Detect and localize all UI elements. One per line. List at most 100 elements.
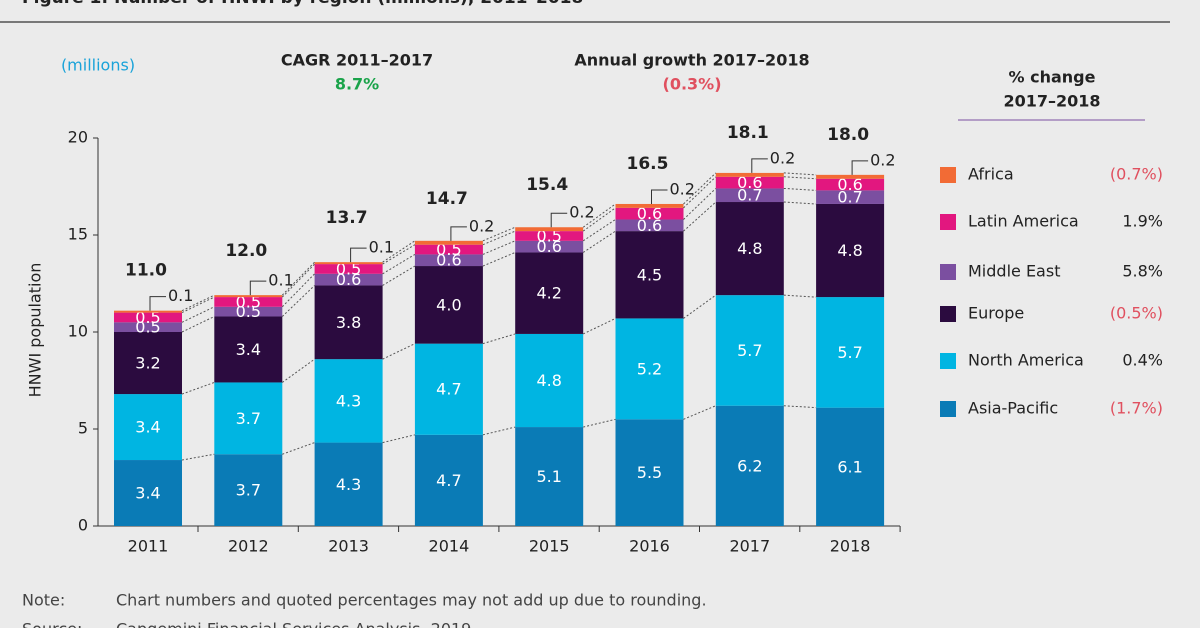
bar-segment [615,219,684,232]
data-label: 5.1 [536,467,561,486]
annotation-value: 8.7% [335,75,379,94]
data-label: 3.7 [236,409,261,428]
source-label: Source: [22,620,82,628]
total-label: 14.7 [426,189,468,209]
bar-segment [214,297,283,307]
bar-segment [414,266,483,344]
callout-line [651,189,668,204]
callout-line [249,280,267,296]
data-label: 0.5 [436,240,461,259]
bar-segment [715,202,784,296]
bar-segment [214,316,283,383]
total-label: 16.5 [627,154,669,174]
connector [683,294,717,319]
data-label: 0.2 [870,150,895,169]
y-tick-label: 5 [78,419,88,438]
bar-segment [515,231,584,241]
connector [282,442,315,455]
connector [181,296,215,314]
legend-swatch [940,353,956,369]
bar-segment [715,188,784,203]
legend-title: 2017–2018 [1003,92,1100,111]
data-label: 4.7 [436,380,461,399]
bar-segment [414,434,483,526]
bar-segment [515,333,584,428]
bar-segment [414,254,483,267]
total-label: 15.4 [526,175,568,195]
data-label: 0.5 [236,302,261,321]
legend-change: (0.5%) [1110,304,1163,323]
total-label: 18.1 [727,123,769,143]
connector [482,426,516,436]
bar-segment [414,343,483,435]
connector [482,333,516,345]
connector [482,230,516,246]
data-label: 0.6 [837,175,862,194]
data-label: 4.3 [336,475,361,494]
data-label: 0.2 [670,179,695,198]
connector [281,285,315,317]
total-label: 13.7 [326,208,368,228]
connector [783,201,817,205]
x-tick-label: 2014 [429,537,470,556]
legend-change: 1.9% [1122,212,1163,231]
connector [783,405,817,409]
connector [783,294,817,298]
bar-segment [816,190,885,204]
connector [783,172,817,176]
bar-segment [114,310,182,313]
data-label: 4.8 [837,241,862,260]
legend-label: Middle East [968,262,1060,281]
bar-segment [715,172,784,177]
bar-segment [615,203,684,208]
data-label: 0.7 [837,188,862,207]
data-label: 5.2 [637,359,662,378]
connector [582,219,616,242]
bar-segment [615,207,684,220]
bar-segment [214,295,283,298]
bar-segment [114,460,182,526]
callout-line [751,158,768,173]
bar-segment [715,176,784,189]
annotation-label: CAGR 2011–2017 [281,51,433,70]
total-label: 18.0 [827,125,869,145]
data-label: 0.5 [135,318,160,337]
y-tick-label: 20 [68,128,88,147]
bar-segment [816,174,885,179]
bar-segment [414,244,483,255]
data-label: 0.2 [569,203,594,222]
data-label: 3.4 [236,340,261,359]
bar-segment [816,203,885,298]
data-label: 3.4 [135,418,160,437]
data-label: 0.5 [135,308,160,327]
connector [282,358,315,383]
connector [683,172,717,205]
legend-swatch [940,401,956,417]
data-label: 0.6 [436,251,461,270]
note-label: Note: [22,591,65,610]
connector [783,187,817,191]
connector [382,434,416,444]
data-label: 0.7 [737,186,762,205]
bar-segment [314,442,383,526]
connector [683,176,717,209]
data-label: 0.1 [369,238,394,257]
legend-label: North America [968,351,1084,370]
data-label: 3.8 [336,313,361,332]
bar-segment [314,273,383,286]
y-tick-label: 10 [68,322,88,341]
bar-segment [615,231,684,319]
connector [683,188,717,220]
bar-segment [515,427,584,526]
legend-change: 5.8% [1122,262,1163,281]
bar-segment [214,382,283,455]
connector [382,265,416,286]
y-tick-label: 15 [68,225,88,244]
bar-segment [816,297,885,408]
connector [582,203,616,228]
data-label: 0.6 [637,204,662,223]
data-label: 0.6 [637,216,662,235]
annotation-value: (0.3%) [663,75,722,94]
chart-title: Figure 1: Number of HNWI by region (mill… [22,0,583,8]
connector [181,294,215,312]
